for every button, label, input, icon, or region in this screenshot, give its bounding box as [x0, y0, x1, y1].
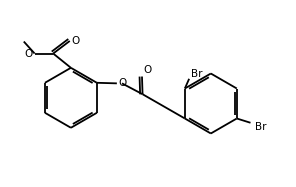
Text: O: O: [25, 48, 33, 59]
Text: Br: Br: [255, 122, 267, 132]
Text: O: O: [71, 36, 80, 46]
Text: Br: Br: [191, 69, 202, 79]
Text: O: O: [118, 78, 126, 88]
Text: O: O: [144, 65, 152, 75]
